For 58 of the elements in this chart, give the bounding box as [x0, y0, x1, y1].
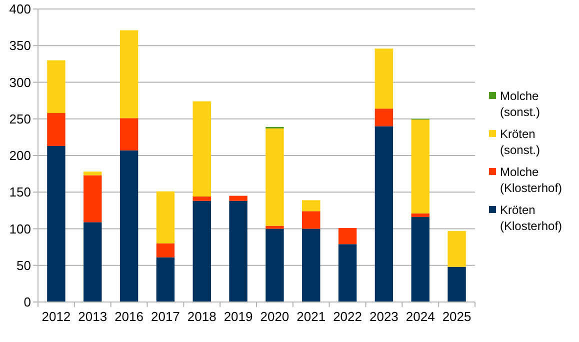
- x-tick-label: 2022: [333, 309, 362, 324]
- bar: [374, 108, 394, 126]
- bar: [448, 230, 466, 267]
- bar: [411, 217, 430, 302]
- y-tick-label: 150: [9, 184, 31, 200]
- bar: [266, 226, 284, 229]
- y-tick-label: 0: [24, 294, 31, 310]
- x-tick-label: 2025: [442, 309, 472, 324]
- bar: [120, 118, 138, 150]
- bar: [374, 126, 394, 302]
- bar: [338, 244, 357, 302]
- x-tick-label: 2019: [224, 309, 253, 324]
- y-tick-label: 100: [9, 221, 31, 236]
- bar: [192, 101, 211, 197]
- x-tick-label: 2013: [78, 309, 108, 324]
- x-tick-label: 2018: [187, 309, 216, 324]
- bar: [374, 48, 394, 109]
- bar: [120, 150, 138, 302]
- legend-label: Molche (sonst.): [500, 89, 540, 119]
- x-tick-label: 2024: [406, 309, 435, 324]
- bar: [229, 196, 248, 201]
- bar: [448, 266, 466, 302]
- x-tick-label: 2020: [260, 309, 290, 324]
- legend-label: Molche (Klosterhof): [500, 165, 562, 195]
- bar: [156, 191, 175, 244]
- x-tick-label: 2017: [150, 309, 180, 324]
- y-tick-label: 400: [9, 2, 31, 17]
- bar: [84, 175, 102, 222]
- x-tick-label: 2012: [42, 309, 71, 324]
- legend-label: Kröten (sonst.): [500, 127, 540, 157]
- bar: [120, 30, 138, 118]
- bar: [192, 196, 211, 201]
- bar: [156, 257, 175, 302]
- bar: [192, 200, 211, 302]
- x-tick-label: 2016: [114, 309, 144, 324]
- bar: [47, 60, 66, 114]
- bar: [229, 200, 248, 302]
- bar: [338, 228, 357, 244]
- bar: [47, 146, 66, 302]
- bar: [302, 211, 320, 229]
- y-tick-label: 250: [9, 111, 31, 126]
- bar: [302, 200, 320, 212]
- bar: [302, 228, 320, 302]
- legend-label: Kröten (Klosterhof): [500, 203, 562, 233]
- bar: [156, 243, 175, 258]
- y-tick-label: 50: [16, 258, 31, 273]
- x-tick-label: 2023: [369, 309, 398, 324]
- bar: [266, 128, 284, 226]
- bar: [47, 113, 66, 146]
- bar: [84, 222, 102, 302]
- y-tick-label: 300: [9, 74, 31, 90]
- bar: [266, 228, 284, 302]
- x-tick-label: 2021: [296, 309, 326, 324]
- bar: [411, 120, 430, 214]
- bar: [84, 172, 102, 176]
- y-tick-label: 200: [9, 148, 31, 164]
- y-tick-label: 350: [9, 38, 31, 54]
- bar: [411, 213, 430, 218]
